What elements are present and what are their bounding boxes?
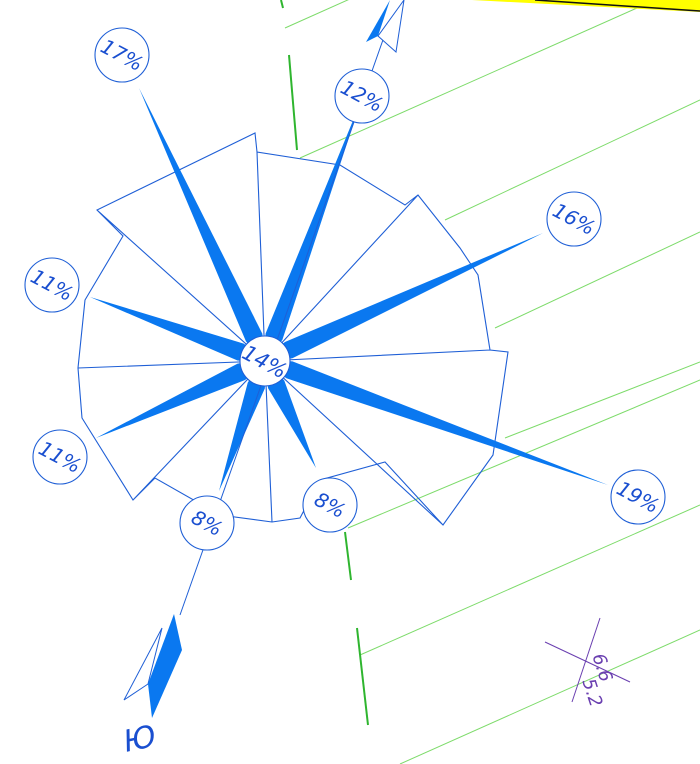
elevation-mark: 6.6 5.2 [544,617,631,710]
grid-line [444,99,700,221]
ray-wsw [96,358,271,438]
north-arrow [366,0,405,53]
ray-nne [262,101,361,367]
label-circle-wnw [24,257,80,313]
label-circle-sse [302,477,358,533]
grid-line [399,629,700,764]
grid-line [284,0,349,29]
center-badge: 14% [238,335,291,387]
ray-ese [259,359,608,485]
rose-sector-outline [77,132,509,526]
label-circle-nne [334,68,390,124]
ray-wnw [90,297,271,364]
label-circle-wsw [32,429,88,485]
rose-sectors [77,132,509,526]
rose-rays [90,88,608,491]
ray-nnw [139,88,268,367]
ray-ssw [219,355,267,491]
axis-segment [344,531,352,581]
label-circle-nnw [94,27,150,83]
label-circle-ene [546,191,602,247]
highlight-bar [472,0,700,12]
south-direction-letter: Ю [120,719,159,760]
label-circle-ssw [179,495,235,551]
grid-line [504,361,700,439]
label-circle-ese [610,469,666,525]
grid-line [359,504,700,656]
axis-segment [356,627,369,726]
green-axis-line [280,0,369,726]
south-arrow [123,614,182,718]
ray-ene [259,233,543,364]
axis-segment [288,54,298,151]
grid-line [299,0,657,159]
percent-labels: 12%16%19%8%8%11%11%17% [24,27,666,551]
axis-segment [280,0,284,9]
grid-line [494,231,700,329]
